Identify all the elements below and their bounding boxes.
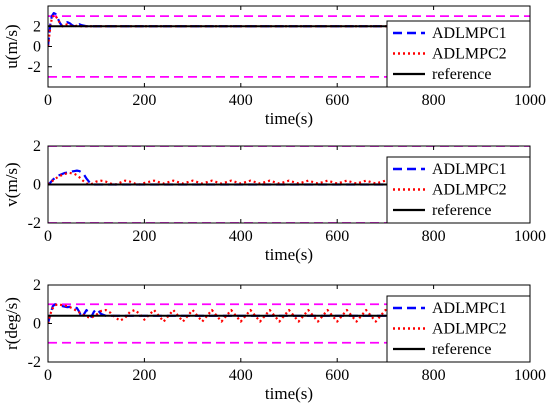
x-tick-label: 1000 xyxy=(514,367,546,384)
legend-box xyxy=(386,295,531,363)
y-axis-label: r(deg/s) xyxy=(2,297,21,350)
y-tick-label: 2 xyxy=(33,138,41,155)
legend-label: reference xyxy=(432,66,492,83)
x-axis-label: time(s) xyxy=(265,384,313,403)
x-tick-label: 800 xyxy=(422,367,446,384)
x-tick-label: 600 xyxy=(325,92,349,109)
y-tick-label: 0 xyxy=(33,39,41,56)
legend: ADLMPC1 ADLMPC2 reference xyxy=(386,20,531,88)
y-tick-label: 2 xyxy=(33,18,41,35)
legend: ADLMPC1 ADLMPC2 reference xyxy=(386,156,531,224)
y-tick-label: -2 xyxy=(28,59,41,76)
x-tick-label: 800 xyxy=(422,92,446,109)
y-axis-label: u(m/s) xyxy=(2,24,21,68)
y-tick-label: -2 xyxy=(28,215,41,232)
legend-label: ADLMPC2 xyxy=(432,321,507,338)
legend-label: reference xyxy=(432,202,492,219)
y-axis-label: v(m/s) xyxy=(2,162,21,206)
legend-label: ADLMPC1 xyxy=(432,161,507,178)
y-tick-label: 0 xyxy=(33,177,41,194)
x-tick-label: 0 xyxy=(44,92,52,109)
x-tick-label: 600 xyxy=(325,228,349,245)
x-tick-label: 600 xyxy=(325,367,349,384)
x-tick-label: 1000 xyxy=(514,92,546,109)
x-axis-label: time(s) xyxy=(265,245,313,264)
x-tick-label: 400 xyxy=(229,228,253,245)
x-tick-label: 200 xyxy=(132,92,156,109)
y-tick-label: 2 xyxy=(33,277,41,294)
x-tick-label: 200 xyxy=(132,367,156,384)
x-tick-label: 800 xyxy=(422,228,446,245)
y-tick-label: -2 xyxy=(28,354,41,371)
legend-label: ADLMPC2 xyxy=(432,182,507,199)
x-tick-label: 0 xyxy=(44,228,52,245)
legend-label: reference xyxy=(432,341,492,358)
legend: ADLMPC1 ADLMPC2 reference xyxy=(386,295,531,363)
x-tick-label: 400 xyxy=(229,367,253,384)
legend-box xyxy=(386,20,531,88)
legend-label: ADLMPC1 xyxy=(432,300,507,317)
y-tick-label: 0 xyxy=(33,316,41,333)
x-tick-label: 200 xyxy=(132,228,156,245)
legend-label: ADLMPC2 xyxy=(432,46,507,63)
x-tick-label: 1000 xyxy=(514,228,546,245)
legend-label: ADLMPC1 xyxy=(432,25,507,42)
x-axis-label: time(s) xyxy=(265,109,313,128)
x-tick-label: 0 xyxy=(44,367,52,384)
series-line-adlmpc2 xyxy=(48,303,530,324)
x-tick-label: 400 xyxy=(229,92,253,109)
